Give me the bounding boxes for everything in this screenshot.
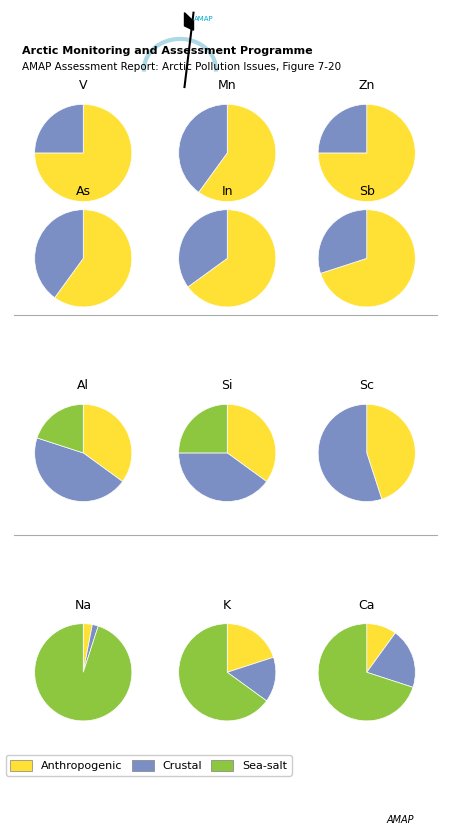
- Wedge shape: [367, 404, 415, 499]
- Wedge shape: [35, 210, 83, 297]
- Title: K: K: [223, 599, 231, 611]
- Title: Zn: Zn: [359, 79, 375, 92]
- Wedge shape: [227, 624, 274, 672]
- Wedge shape: [199, 104, 276, 202]
- Title: In: In: [221, 185, 233, 197]
- Wedge shape: [35, 104, 83, 153]
- Wedge shape: [320, 210, 415, 307]
- Text: AMAP: AMAP: [387, 815, 414, 825]
- Wedge shape: [318, 404, 382, 501]
- Title: Ca: Ca: [359, 599, 375, 611]
- Title: Si: Si: [221, 379, 233, 392]
- Wedge shape: [35, 624, 132, 721]
- Wedge shape: [318, 104, 415, 202]
- Wedge shape: [367, 624, 395, 672]
- Title: Na: Na: [75, 599, 92, 611]
- Wedge shape: [227, 404, 276, 481]
- Title: As: As: [76, 185, 91, 197]
- Wedge shape: [179, 210, 227, 287]
- Wedge shape: [83, 404, 132, 481]
- Wedge shape: [37, 404, 83, 453]
- Polygon shape: [184, 12, 194, 30]
- Wedge shape: [83, 625, 98, 672]
- Wedge shape: [35, 104, 132, 202]
- Wedge shape: [179, 104, 227, 192]
- Text: AMAP Assessment Report: Arctic Pollution Issues, Figure 7-20: AMAP Assessment Report: Arctic Pollution…: [22, 62, 342, 72]
- Title: Sc: Sc: [359, 379, 374, 392]
- Title: V: V: [79, 79, 87, 92]
- Wedge shape: [227, 657, 276, 701]
- Wedge shape: [179, 624, 266, 721]
- Title: Mn: Mn: [218, 79, 237, 92]
- Wedge shape: [318, 104, 367, 153]
- Wedge shape: [83, 624, 92, 672]
- Legend: Anthropogenic, Crustal, Sea-salt: Anthropogenic, Crustal, Sea-salt: [5, 756, 292, 776]
- Wedge shape: [35, 438, 122, 501]
- Wedge shape: [188, 210, 276, 307]
- Title: Sb: Sb: [359, 185, 375, 197]
- Wedge shape: [179, 453, 266, 501]
- Wedge shape: [179, 404, 227, 453]
- Text: Arctic Monitoring and Assessment Programme: Arctic Monitoring and Assessment Program…: [22, 46, 313, 56]
- Wedge shape: [55, 210, 132, 307]
- Title: Al: Al: [77, 379, 89, 392]
- Wedge shape: [318, 210, 367, 273]
- Wedge shape: [318, 624, 413, 721]
- Text: AMAP: AMAP: [194, 16, 214, 22]
- Wedge shape: [367, 633, 415, 687]
